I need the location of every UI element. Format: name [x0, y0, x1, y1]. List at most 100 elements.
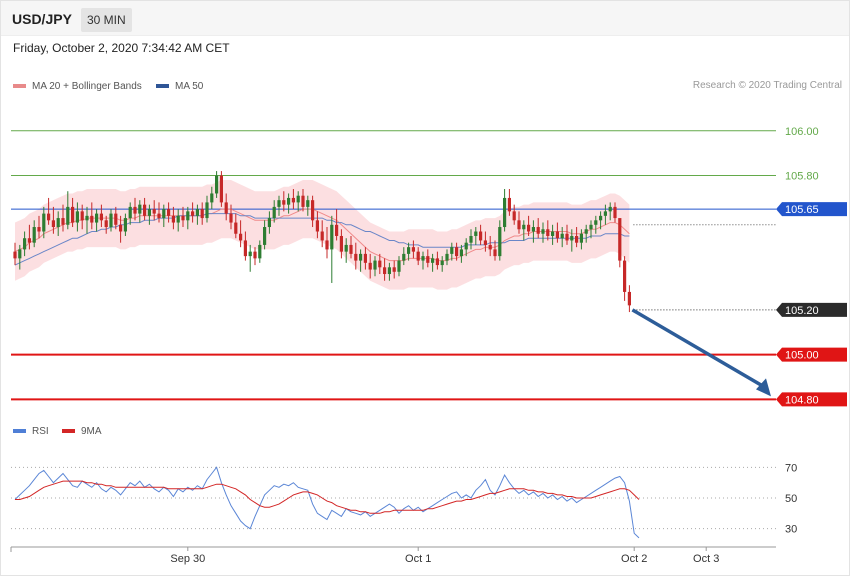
rsi-swatch: [13, 429, 26, 434]
candle-body: [459, 249, 463, 257]
candle-body: [387, 267, 391, 275]
candle-body: [560, 233, 564, 239]
candle-body: [584, 229, 588, 234]
level-label-105.20: 105.20: [785, 305, 819, 317]
candle-body: [42, 213, 46, 232]
datetime-label: Friday, October 2, 2020 7:34:42 AM CET: [13, 41, 230, 55]
candle-body: [248, 251, 252, 257]
candle-body: [570, 235, 574, 241]
candle-body: [152, 209, 156, 214]
candle-body: [435, 258, 439, 266]
candle-body: [531, 227, 535, 232]
legend-rsi: RSI: [13, 425, 49, 439]
forecast-arrow-shaft: [631, 308, 766, 389]
candle-body: [623, 260, 627, 292]
candle-body: [32, 227, 36, 243]
candle-body: [234, 222, 238, 234]
rsi-line: [14, 466, 640, 539]
candle-body: [277, 200, 281, 207]
candle-body: [167, 209, 171, 216]
ma50-line: [14, 213, 630, 266]
candle-body: [114, 213, 118, 225]
level-label-105.00: 105.00: [785, 350, 819, 362]
level-label-105.80: 105.80: [785, 171, 819, 183]
candle-body: [368, 262, 372, 270]
candle-body: [445, 253, 449, 261]
candle-body: [157, 213, 161, 219]
legend-ma50: MA 50: [156, 80, 203, 94]
candle-body: [546, 229, 550, 236]
x-tick-label-Oct-1: Oct 1: [405, 553, 431, 565]
candle-body: [229, 213, 233, 223]
candle-body: [440, 260, 444, 266]
candle-body: [133, 206, 137, 214]
candle-body: [527, 224, 531, 232]
candle-body: [147, 209, 151, 216]
header-bar: USD/JPY 30 MIN: [1, 1, 849, 36]
candle-body: [325, 240, 329, 250]
candle-body: [66, 206, 70, 225]
candle-body: [603, 211, 607, 216]
candle-body: [186, 211, 190, 221]
candle-body: [373, 260, 377, 270]
candle-body: [71, 206, 75, 223]
candle-body: [315, 220, 319, 232]
candle-body: [162, 209, 166, 219]
candle-body: [138, 204, 142, 214]
rsi-tick-30: 30: [785, 524, 797, 536]
timeframe-button[interactable]: 30 MIN: [81, 8, 132, 32]
x-tick-label-Sep-30: Sep 30: [170, 553, 205, 565]
ma50-swatch: [156, 84, 169, 89]
candle-body: [507, 197, 511, 212]
legend-ma50-label: MA 50: [175, 81, 204, 92]
candle-body: [421, 256, 425, 261]
candle-body: [306, 200, 310, 207]
level-label-106.00: 106.00: [785, 126, 819, 138]
candle-body: [90, 215, 94, 223]
candle-body: [613, 206, 617, 219]
ma20-line: [14, 208, 630, 262]
rsi-tick-70: 70: [785, 462, 797, 474]
candle-body: [195, 209, 199, 216]
candle-body: [522, 224, 526, 230]
ma20-swatch: [13, 84, 26, 89]
candle-body: [272, 206, 276, 219]
legend-9ma-label: 9MA: [81, 426, 102, 437]
level-tag-105.65: [776, 202, 847, 217]
candle-body: [363, 253, 367, 263]
candle-body: [37, 227, 41, 232]
level-label-104.80: 104.80: [785, 394, 819, 406]
candle-body: [56, 218, 60, 228]
candle-body: [282, 200, 286, 205]
legend-rsi-label: RSI: [32, 426, 49, 437]
candle-body: [575, 235, 579, 243]
candle-body: [301, 195, 305, 207]
candle-body: [109, 213, 113, 228]
candle-body: [80, 211, 84, 221]
candle-body: [431, 258, 435, 263]
x-tick-label-Oct-3: Oct 3: [693, 553, 719, 565]
candle-body: [215, 175, 219, 194]
candle-body: [61, 218, 65, 225]
legend-ma20: MA 20 + Bollinger Bands: [13, 80, 142, 94]
candle-body: [493, 249, 497, 257]
candle-body: [287, 197, 291, 205]
candle-body: [176, 215, 180, 223]
candle-body: [599, 215, 603, 221]
candle-body: [253, 251, 257, 259]
candle-body: [498, 227, 502, 257]
candle-body: [618, 218, 622, 261]
candle-body: [104, 220, 108, 228]
candle-body: [75, 211, 79, 223]
candle-body: [13, 251, 17, 259]
candle-body: [479, 231, 483, 241]
candle-body: [474, 231, 478, 236]
candle-body: [335, 224, 339, 236]
candle-body: [51, 220, 55, 228]
candle-body: [18, 249, 22, 259]
candle-body: [210, 193, 214, 203]
candle-body: [224, 202, 228, 214]
candle-body: [483, 240, 487, 245]
rsi-ma-line: [15, 480, 640, 514]
